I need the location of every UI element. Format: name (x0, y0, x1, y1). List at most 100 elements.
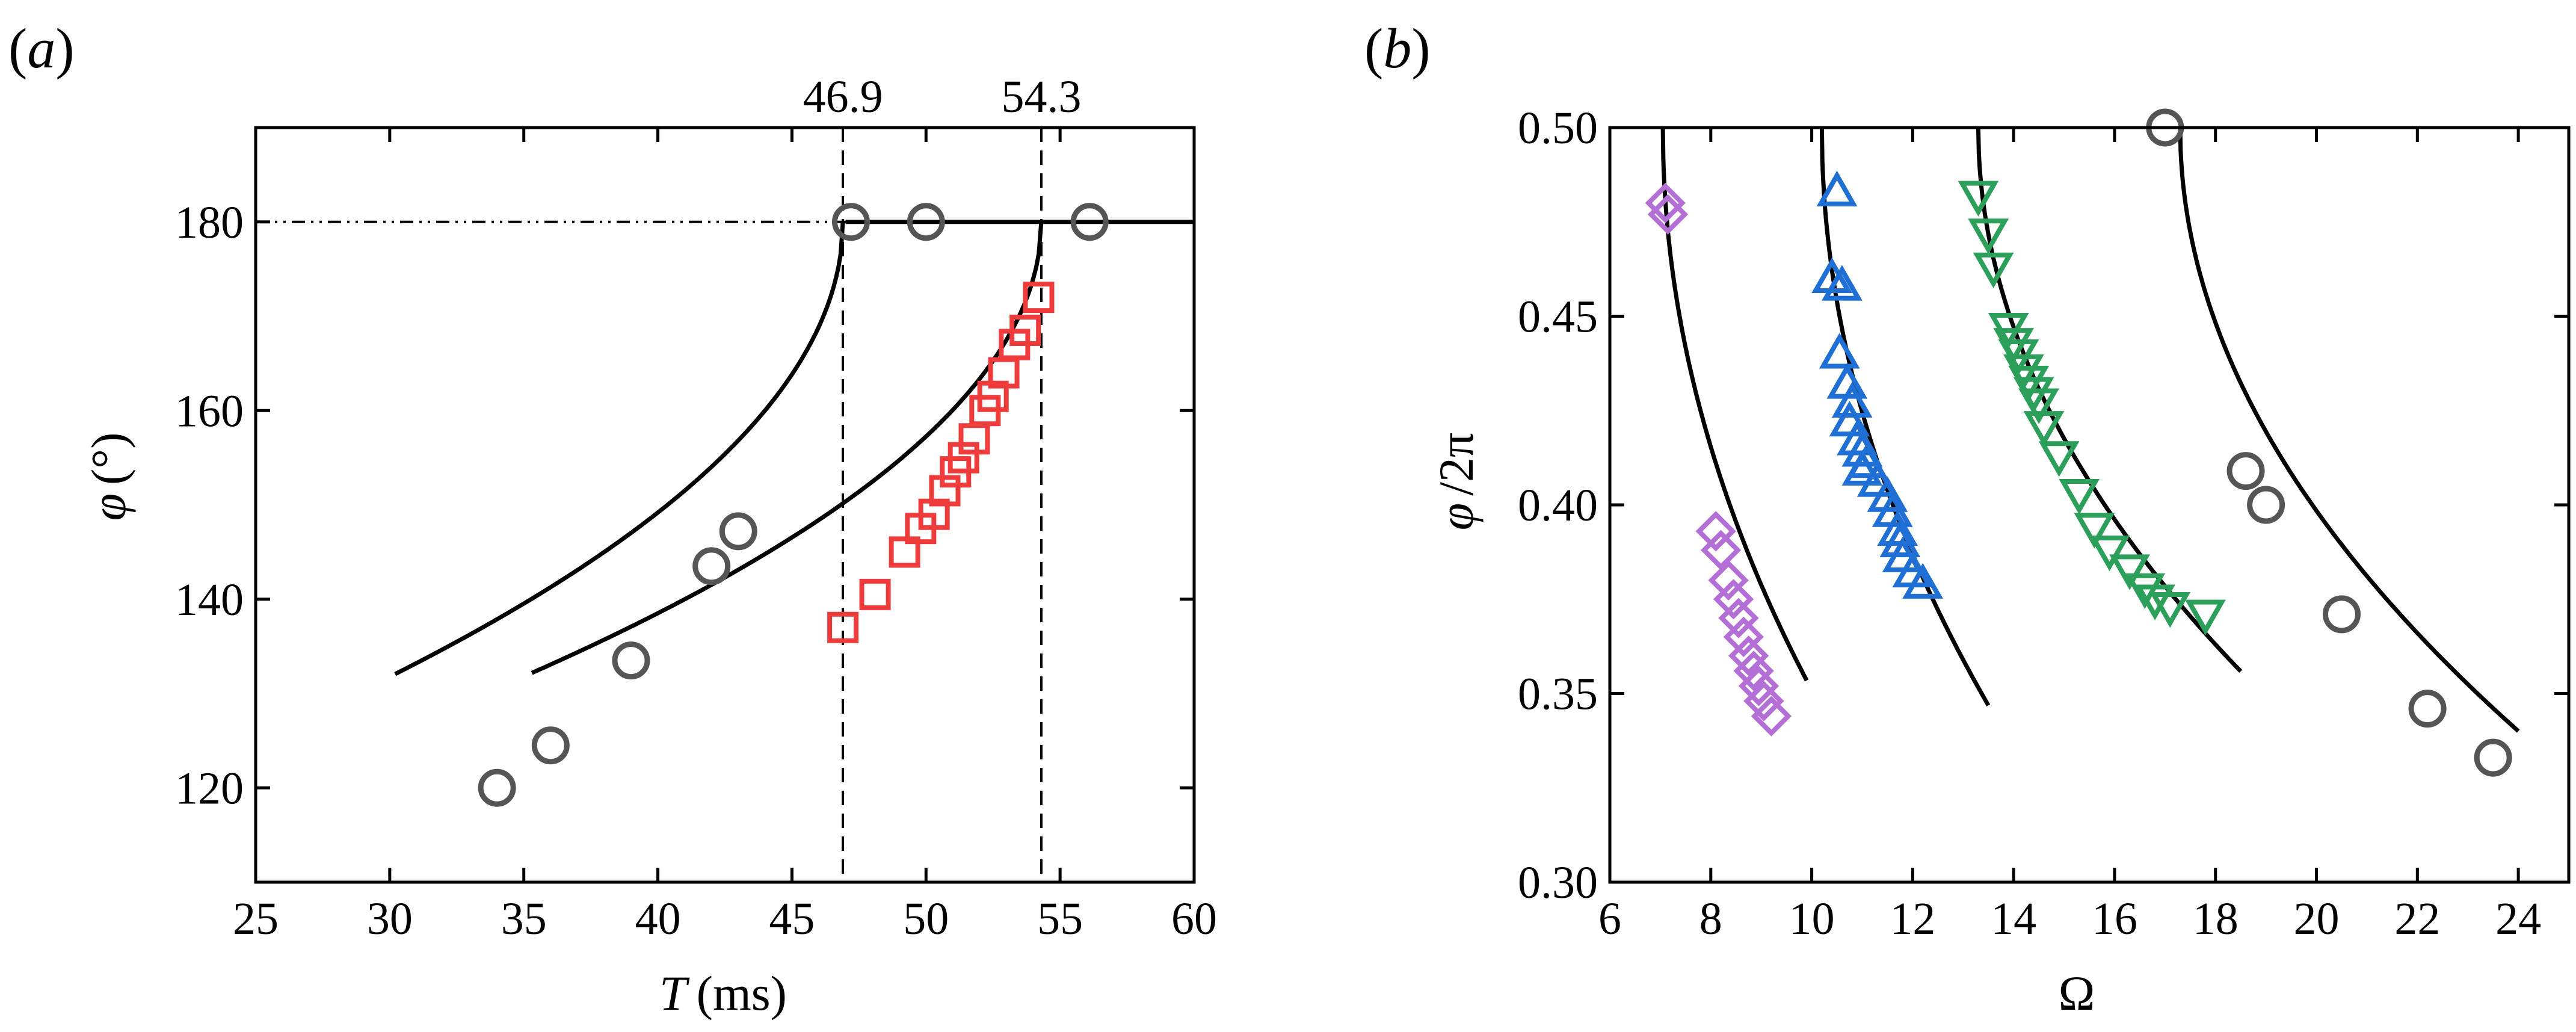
panel-a-x-tick-label: 35 (501, 894, 547, 944)
fit-curve-branch-4 (2178, 127, 2520, 733)
panel-b-x-tick-label: 22 (2394, 894, 2440, 944)
panel-a-y-tick-label: 180 (175, 197, 244, 248)
panel-b-y-tick-label: 0.50 (1518, 103, 1598, 153)
data-point-down-triangles (2134, 584, 2175, 620)
panel-b-y-tick-label: 0.30 (1518, 857, 1598, 908)
data-point-squares (889, 536, 920, 568)
data-point-down-triangles (1973, 252, 2014, 289)
data-point-diamonds (1645, 182, 1686, 224)
panel-b-x-tick-label: 6 (1598, 894, 1621, 944)
panel-a-x-tick-label: 50 (903, 894, 949, 944)
data-point-up-triangles (1822, 265, 1863, 301)
panel-b-x-tick-label: 10 (1789, 894, 1835, 944)
data-point-diamonds (1695, 511, 1736, 552)
data-point-down-triangles (2149, 592, 2191, 628)
panel-b-y-tick-label: 0.40 (1518, 480, 1598, 531)
data-point-down-triangles (2018, 388, 2059, 424)
data-point-diamonds (1700, 530, 1742, 570)
data-point-down-triangles (2023, 411, 2065, 447)
panel-a-x-tick-label: 40 (635, 894, 681, 944)
panel-b-x-axis-title: Ω (2059, 966, 2095, 1021)
panel-a-x-tick-label: 55 (1037, 894, 1083, 944)
panel-a-y-tick-label: 140 (175, 575, 244, 625)
data-point-circles (907, 203, 945, 241)
data-point-diamonds (1723, 616, 1764, 658)
data-point-down-triangles (1958, 181, 1999, 217)
panel-b-label: (b) (1364, 17, 1431, 80)
data-point-up-triangles (1831, 382, 1873, 418)
data-point-diamonds (1733, 650, 1774, 691)
data-point-squares (958, 423, 990, 455)
data-point-circles (531, 726, 570, 765)
data-point-down-triangles (2109, 554, 2151, 590)
data-point-up-triangles (1902, 563, 1944, 599)
fit-curve-branch-3 (1976, 127, 2243, 673)
panel-b: (b) 6 8 10 12 14 16 18 20 22 24 0.30 0.35 0.40 0.45 0.… (1364, 17, 2571, 1021)
fit-curve-branch-1 (1660, 127, 1809, 682)
panel-a-x-tick-label: 45 (769, 894, 815, 944)
panel-a-y-axis-title: φ(°) (81, 433, 136, 521)
panel-b-x-tick-label: 12 (1890, 894, 1935, 944)
critical-period-label: 46.9 (803, 72, 883, 122)
data-point-circles (2474, 738, 2512, 777)
panel-a-x-tick-label: 25 (233, 894, 279, 944)
data-point-up-triangles (1841, 450, 1883, 486)
data-point-diamonds (1718, 598, 1759, 638)
panel-b-axes-frame (1608, 126, 2571, 884)
data-point-diamonds (1743, 681, 1784, 721)
data-point-circles (2408, 690, 2447, 728)
data-point-up-triangles (1877, 510, 1918, 546)
panel-a-x-tick-label: 60 (1171, 894, 1217, 944)
data-point-squares (977, 380, 1009, 412)
panel-a: (a) 46.9 54.3 25 30 35 40 45 50 55 60 120 140 160 180… (8, 17, 1217, 1021)
panel-b-x-tick-label: 24 (2495, 894, 2541, 944)
data-point-down-triangles (2124, 573, 2166, 610)
panel-b-x-tick-label: 8 (1699, 894, 1722, 944)
data-point-down-triangles (2038, 441, 2080, 477)
panel-a-x-axis-title: T (ms) (659, 966, 787, 1021)
data-point-up-triangles (1816, 170, 1858, 206)
data-point-circles (2322, 595, 2361, 634)
panel-b-x-tick-label: 18 (2193, 894, 2239, 944)
panel-b-y-tick-label: 0.35 (1518, 669, 1598, 720)
data-point-circles (1070, 203, 1109, 241)
data-point-circles (2247, 486, 2285, 524)
panel-b-plot-area: 6 8 10 12 14 16 18 20 22 24 0.30 0.35 0.40 0.45 0.50 (1518, 103, 2571, 944)
data-point-diamonds (1708, 560, 1749, 601)
panel-b-x-tick-label: 16 (2092, 894, 2137, 944)
panel-b-x-tick-label: 14 (1991, 894, 2036, 944)
data-point-squares (918, 498, 950, 530)
data-point-down-triangles (2089, 535, 2130, 572)
data-point-down-triangles (2074, 513, 2115, 549)
data-point-circles (719, 512, 757, 551)
data-point-diamonds (1728, 635, 1769, 676)
panel-a-x-tick-label: 30 (367, 894, 413, 944)
data-point-circles (831, 203, 870, 241)
panel-a-y-tick-label: 120 (175, 763, 244, 814)
data-point-squares (929, 475, 961, 507)
data-point-diamonds (1647, 194, 1689, 235)
data-point-up-triangles (1879, 521, 1921, 557)
panel-b-y-tick-label: 0.45 (1518, 292, 1598, 342)
data-point-circles (612, 641, 650, 680)
critical-period-label: 54.3 (1001, 72, 1081, 122)
data-point-squares (859, 578, 891, 610)
data-point-up-triangles (1819, 333, 1860, 369)
data-point-down-triangles (2059, 478, 2100, 515)
data-point-squares (1009, 315, 1041, 347)
data-point-diamonds (1738, 666, 1779, 706)
data-point-diamonds (1751, 696, 1792, 737)
data-point-diamonds (1713, 579, 1754, 620)
data-point-circles (2226, 452, 2265, 490)
data-point-down-triangles (2185, 599, 2226, 635)
data-point-down-triangles (1968, 218, 2009, 255)
panel-b-x-tick-label: 20 (2294, 894, 2340, 944)
data-point-squares (827, 611, 859, 643)
panel-a-axes-frame (254, 126, 1196, 884)
fit-curve-fit-1 (394, 221, 845, 676)
data-point-circles (692, 547, 731, 586)
panel-a-plot-area: 46.9 54.3 25 30 35 40 45 50 55 60 120 140 160 180 (175, 72, 1217, 944)
panel-a-label: (a) (8, 17, 75, 80)
panel-b-y-axis-title: φ/2π (1429, 433, 1484, 531)
